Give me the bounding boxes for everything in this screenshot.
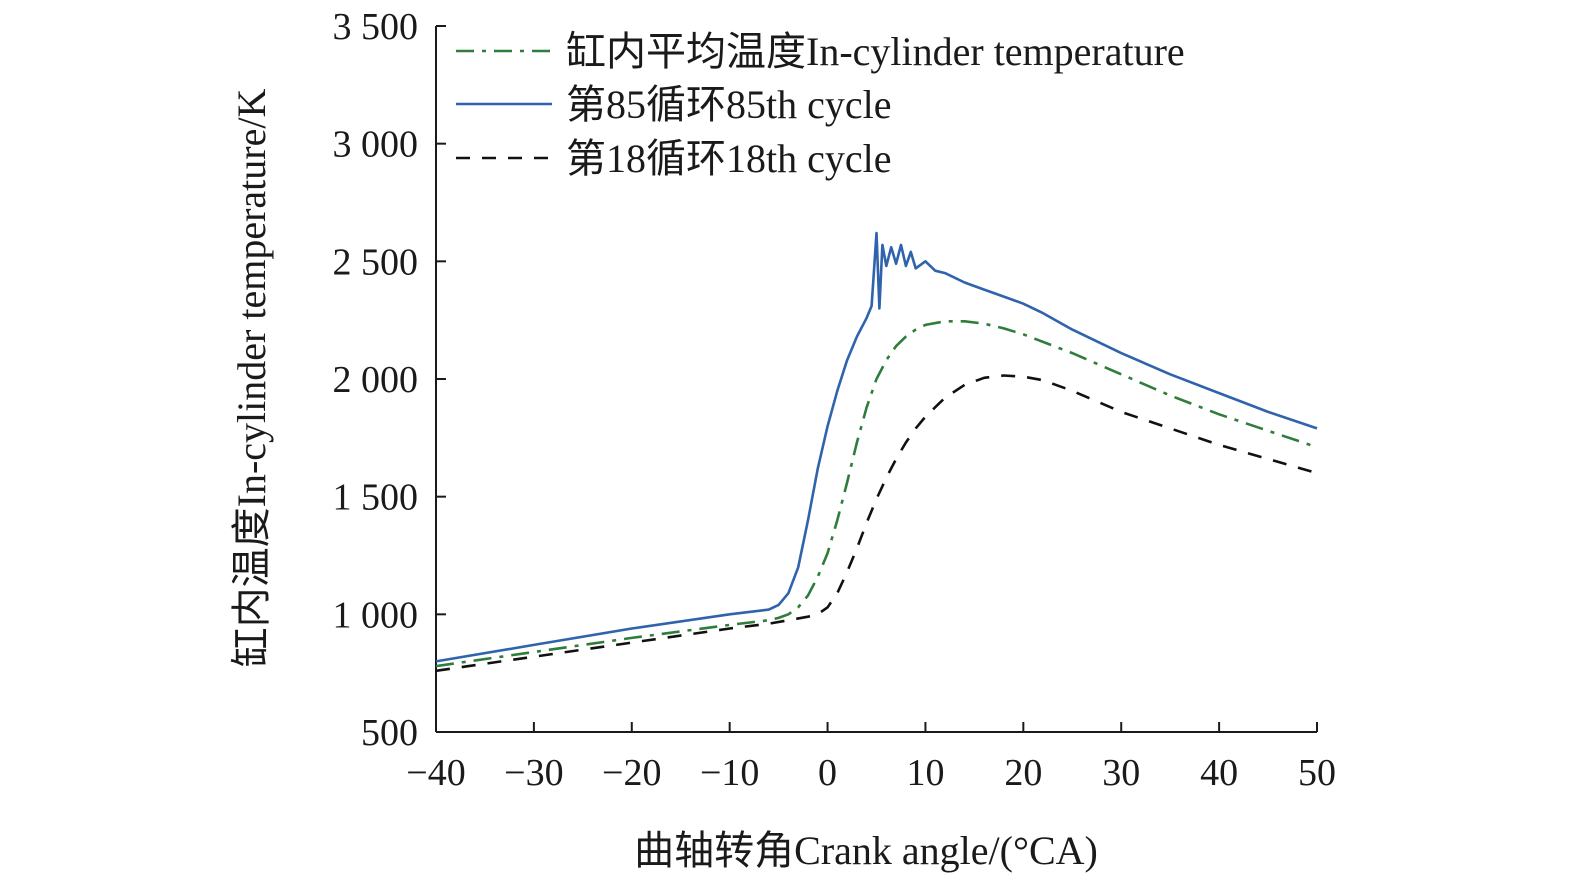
- x-tick-label: 40: [1200, 752, 1238, 794]
- x-tick-label: 10: [906, 752, 944, 794]
- legend-label-3: 第18循环18th cycle: [566, 136, 892, 181]
- x-tick-label: −10: [700, 752, 759, 794]
- x-tick-label: −40: [406, 752, 465, 794]
- legend-label-1: 缸内平均温度In-cylinder temperature: [566, 29, 1185, 74]
- y-tick-label: 3 000: [333, 124, 419, 166]
- legend-label-2: 第85循环85th cycle: [566, 82, 892, 127]
- x-tick-label: 50: [1298, 752, 1336, 794]
- y-tick-label: 2 500: [333, 241, 419, 283]
- x-axis-title: 曲轴转角Crank angle/(°CA): [634, 828, 1098, 873]
- series-layer: [435, 231, 1318, 673]
- y-tick-label: 3 500: [333, 6, 419, 48]
- y-axis-title: 缸内温度In-cylinder temperature/K: [229, 89, 274, 668]
- series-line-2: [435, 231, 1318, 663]
- y-tick-label: 2 000: [333, 359, 419, 401]
- y-tick-label: 1 000: [333, 594, 419, 636]
- series-line-1: [435, 320, 1318, 668]
- x-tick-label: 30: [1102, 752, 1140, 794]
- x-tick-label: −30: [504, 752, 563, 794]
- x-tick-label: 0: [818, 752, 837, 794]
- series-line-3: [435, 374, 1318, 673]
- legend: 缸内平均温度In-cylinder temperature 第85循环85th c…: [456, 29, 1185, 181]
- x-tick-label: 20: [1004, 752, 1042, 794]
- y-tick-label: 1 500: [333, 477, 419, 519]
- y-tick-label: 500: [361, 712, 418, 754]
- x-tick-label: −20: [602, 752, 661, 794]
